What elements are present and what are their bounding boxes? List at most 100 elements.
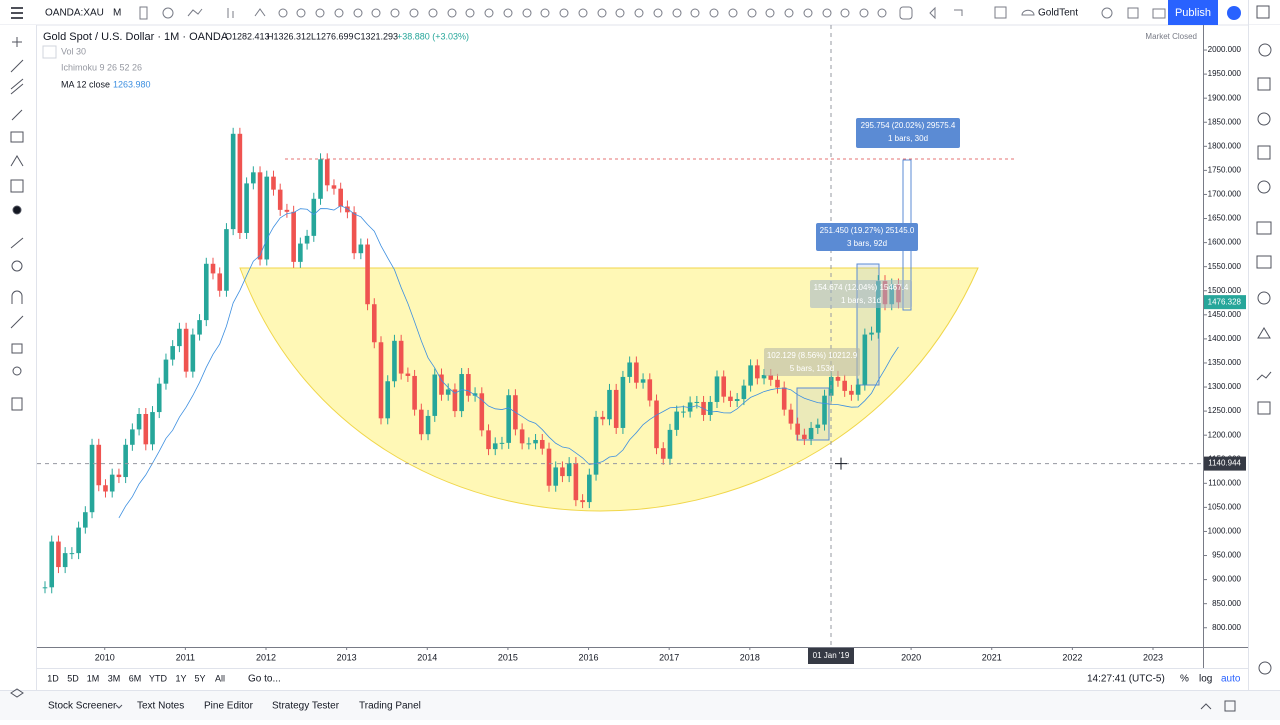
auto-toggle[interactable]: auto bbox=[1221, 674, 1241, 685]
candle-body bbox=[217, 273, 223, 291]
y-tick-label: 1300.000 bbox=[1208, 382, 1242, 391]
y-tick-label: 1350.000 bbox=[1208, 358, 1242, 367]
widget-icons bbox=[1256, 5, 1272, 675]
panel-controls[interactable] bbox=[1200, 700, 1236, 712]
account[interactable]: GoldTent bbox=[1038, 8, 1078, 19]
tab[interactable]: Pine Editor bbox=[204, 701, 254, 712]
candle-body bbox=[660, 448, 666, 459]
range-button[interactable]: 6M bbox=[129, 673, 142, 683]
indicator: Ichimoku 9 26 52 26 bbox=[61, 62, 142, 72]
candle-body bbox=[89, 444, 95, 513]
candle-body bbox=[546, 448, 552, 486]
log-toggle[interactable]: log bbox=[1199, 674, 1212, 685]
interval[interactable]: M bbox=[113, 8, 121, 19]
measure-box bbox=[810, 280, 912, 308]
legend-low: L1276.699 bbox=[311, 31, 354, 41]
candle-body bbox=[398, 340, 404, 374]
candle-body bbox=[654, 400, 659, 449]
y-tick-label: 1600.000 bbox=[1208, 238, 1242, 247]
candle-body bbox=[324, 159, 330, 186]
y-tick-label: 1750.000 bbox=[1208, 165, 1242, 174]
range-button[interactable]: 1Y bbox=[175, 673, 186, 683]
y-tick-label: 1800.000 bbox=[1208, 141, 1242, 150]
candle-body bbox=[499, 442, 505, 444]
range-button[interactable]: YTD bbox=[149, 673, 168, 683]
menu-icon[interactable] bbox=[11, 7, 23, 19]
tab[interactable]: Trading Panel bbox=[359, 701, 421, 712]
range-button[interactable]: 1D bbox=[47, 673, 59, 683]
y-tick-label: 1700.000 bbox=[1208, 190, 1242, 199]
percent-toggle[interactable]: % bbox=[1180, 674, 1189, 685]
x-tick-label: 2015 bbox=[498, 652, 518, 662]
collapse-button[interactable] bbox=[42, 45, 57, 59]
tab[interactable]: Text Notes bbox=[137, 701, 184, 712]
top-toolbar bbox=[0, 0, 1280, 25]
symbol[interactable]: OANDA:XAU bbox=[45, 8, 104, 19]
candle-body bbox=[412, 375, 417, 410]
candle-body bbox=[331, 185, 337, 189]
candle-body bbox=[775, 379, 780, 388]
range-button[interactable]: 5Y bbox=[194, 673, 205, 683]
x-tick-label: 2014 bbox=[417, 652, 437, 662]
goto[interactable]: Go to... bbox=[248, 674, 281, 685]
legend-close: C1321.293 bbox=[354, 31, 398, 41]
measure-line1: 251.450 (19.27%) 25145.0 bbox=[820, 226, 915, 235]
candle-body bbox=[687, 402, 693, 412]
candle-body bbox=[251, 172, 256, 184]
y-tick-label: 2000.000 bbox=[1208, 45, 1242, 54]
range-button[interactable]: 1M bbox=[87, 673, 100, 683]
candle-body bbox=[150, 412, 155, 445]
candle-body bbox=[573, 463, 579, 501]
candle-body bbox=[788, 409, 794, 424]
range-buttons: 1D 5D 1M 3M 6M YTD 1Y 5Y All bbox=[47, 673, 225, 683]
market-status: Market Closed bbox=[1145, 32, 1197, 41]
candle-body bbox=[667, 429, 673, 459]
candle-body bbox=[237, 133, 243, 233]
candle-body bbox=[358, 244, 364, 254]
last-price: 1476.328 bbox=[1208, 297, 1242, 306]
tab[interactable]: Strategy Tester bbox=[272, 701, 340, 712]
candle-body bbox=[761, 374, 767, 379]
replay-button[interactable] bbox=[1227, 6, 1241, 20]
x-tick-label: 2013 bbox=[337, 652, 357, 662]
y-tick-label: 1000.000 bbox=[1208, 527, 1242, 536]
candle-body bbox=[694, 401, 700, 403]
axes: 800.000 850.000 900.000 950.000 1000.000 1050… bbox=[37, 25, 1246, 664]
candle-body bbox=[183, 328, 189, 372]
crosshair-date: 01 Jan '19 bbox=[813, 651, 850, 660]
candle-body bbox=[392, 340, 397, 382]
candle-body bbox=[580, 500, 585, 503]
candle-body bbox=[163, 359, 169, 384]
candle-body bbox=[244, 183, 249, 233]
range-button[interactable]: 3M bbox=[108, 673, 121, 683]
y-tick-label: 900.000 bbox=[1212, 575, 1241, 584]
crosshair-date-box bbox=[808, 648, 854, 664]
candle-body bbox=[855, 384, 861, 395]
y-tick-label: 1400.000 bbox=[1208, 334, 1242, 343]
range-button[interactable]: 5D bbox=[67, 673, 79, 683]
candle-body bbox=[96, 444, 102, 486]
candle-body bbox=[405, 373, 411, 376]
y-tick-label: 1650.000 bbox=[1208, 214, 1242, 223]
candle-body bbox=[755, 365, 760, 379]
candle-body bbox=[42, 587, 48, 589]
candle-body bbox=[298, 243, 303, 262]
candle-body bbox=[311, 198, 317, 236]
candle-body bbox=[452, 389, 458, 412]
range-button[interactable]: All bbox=[215, 673, 225, 683]
tab[interactable]: Stock Screener bbox=[48, 701, 117, 712]
publish-button[interactable] bbox=[1168, 0, 1218, 25]
x-tick-label: 2022 bbox=[1062, 652, 1082, 662]
y-tick-label: 1500.000 bbox=[1208, 286, 1242, 295]
candle-body bbox=[439, 374, 444, 395]
candle-body bbox=[378, 342, 384, 419]
publish-label[interactable]: Publish bbox=[1175, 7, 1211, 19]
measure-line1: 102.129 (8.56%) 10212.9 bbox=[767, 351, 858, 360]
candle-body bbox=[156, 383, 162, 413]
drawing-tools bbox=[10, 37, 24, 698]
candle-body bbox=[721, 376, 727, 397]
candle-body bbox=[472, 393, 478, 396]
candle-body bbox=[849, 390, 854, 395]
candle-body bbox=[197, 320, 202, 335]
candle-body bbox=[371, 304, 377, 343]
